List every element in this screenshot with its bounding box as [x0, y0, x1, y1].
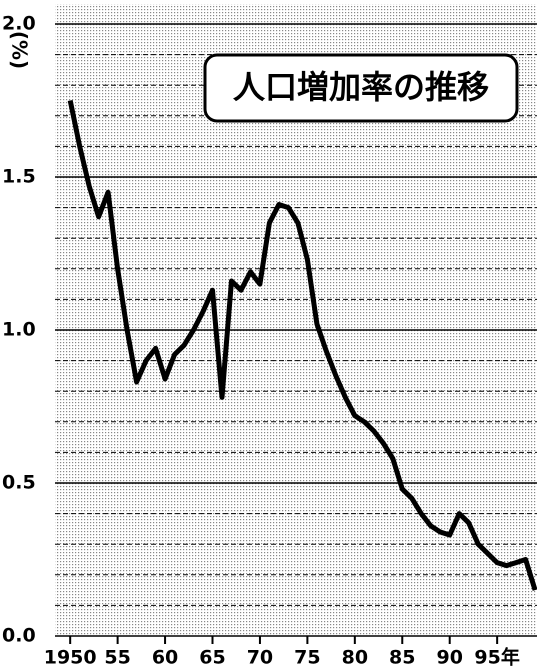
x-tick-label: 1950: [44, 647, 97, 669]
x-tick-label: 60: [152, 647, 178, 669]
y-tick-label: 0.5: [2, 472, 36, 494]
y-tick-label: 1.0: [2, 319, 36, 341]
page: {"chart_data": { "type": "line", "title"…: [0, 0, 537, 671]
x-tick-label: 75: [294, 647, 320, 669]
x-tick-label: 85: [389, 647, 415, 669]
y-tick-label: 2.0: [2, 13, 36, 35]
x-tick-label: 70: [247, 647, 273, 669]
x-tick-label: 55: [104, 647, 130, 669]
chart-title: 人口増加率の推移: [233, 68, 489, 106]
y-axis-label: (%): [8, 31, 32, 69]
y-tick-label: 0.0: [2, 625, 36, 647]
x-tick-label: 65: [199, 647, 225, 669]
x-tick-label: 95年: [474, 646, 519, 669]
x-tick-label: 90: [436, 647, 462, 669]
chart: 人口増加率の推移 (%) 0.0 0.5 1.0 1.5 2.0 1950 55 60 65 70…: [0, 0, 537, 671]
y-tick-label: 1.5: [2, 166, 36, 188]
x-tick-label: 80: [342, 647, 368, 669]
